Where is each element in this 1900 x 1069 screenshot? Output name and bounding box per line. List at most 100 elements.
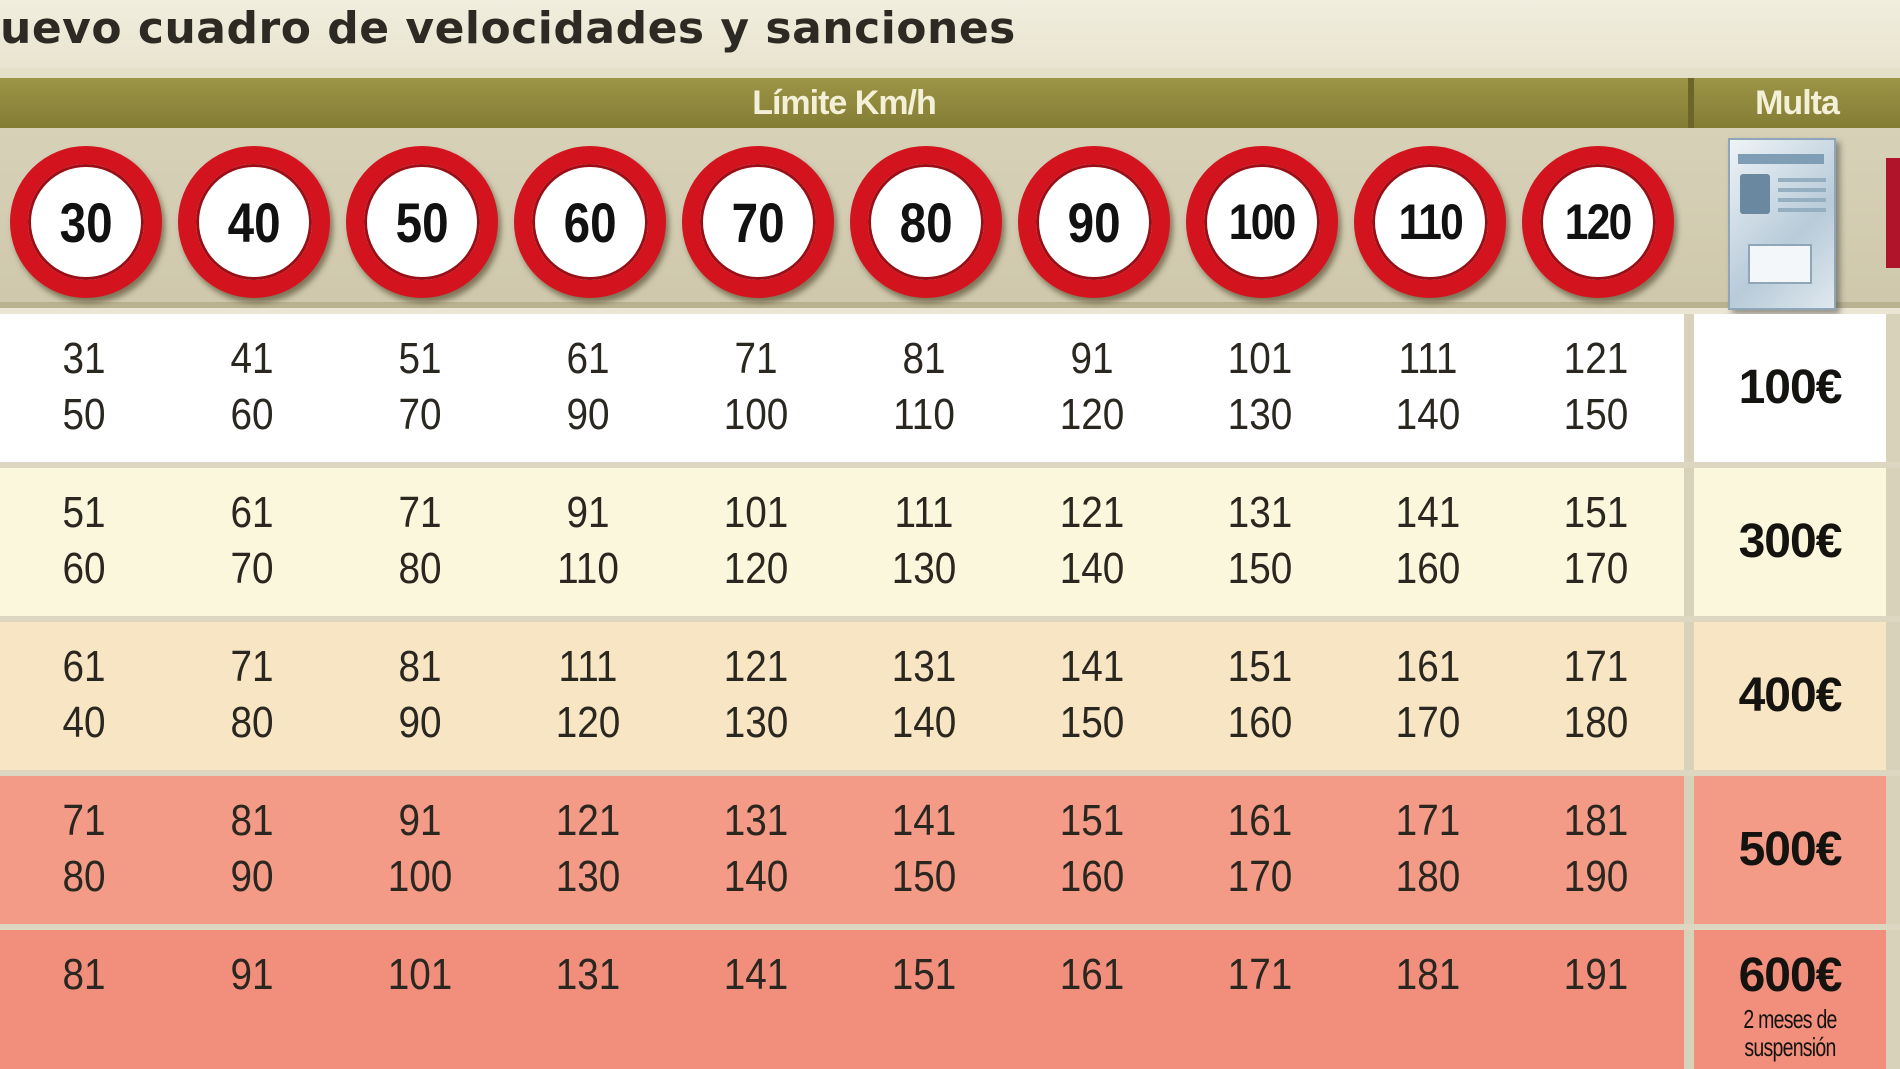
range-to: 70: [398, 390, 442, 439]
range-to: 150: [1563, 390, 1629, 439]
range-to: 70: [230, 544, 274, 593]
column-divider: [1684, 622, 1694, 770]
speed-limit-sign-icon: 120: [1522, 146, 1674, 298]
range-from: 71: [734, 334, 778, 383]
range-to: 180: [1395, 852, 1461, 901]
fine-amount: 500€: [1694, 776, 1886, 924]
range-to: 170: [1395, 698, 1461, 747]
range-to: 80: [62, 852, 106, 901]
speed-range-cell: 181 190: [1512, 776, 1680, 924]
speed-range-cell: 171 180: [1512, 622, 1680, 770]
speed-signs-row: 30 40 50 60 70 80 90 100 110 120: [0, 128, 1900, 310]
range-from: 151: [1059, 796, 1125, 845]
range-from: 141: [723, 950, 789, 999]
speed-limit-sign-icon: 100: [1186, 146, 1338, 298]
range-to: 190: [1563, 852, 1629, 901]
speed-range-cell: 131 150: [1176, 468, 1344, 616]
range-from: 181: [1563, 796, 1629, 845]
speed-range-cell: 81 90: [336, 622, 504, 770]
range-from: 151: [1227, 642, 1293, 691]
speed-range-cell: 121 130: [672, 622, 840, 770]
range-to: 110: [557, 544, 619, 593]
fine-row: 71 80 81 90 91 100 121 130 131 140 141 150 151 160 161…: [0, 776, 1900, 930]
range-from: 171: [1395, 796, 1461, 845]
speed-range-cell: 111 140: [1344, 314, 1512, 462]
range-from: 101: [387, 950, 453, 999]
range-from: 121: [555, 796, 621, 845]
range-from: 121: [1059, 488, 1125, 537]
speed-limit-sign-icon: 30: [10, 146, 162, 298]
limit-header: Límite Km/h: [0, 78, 1688, 128]
column-divider: [1684, 930, 1694, 1069]
edge-divider: [1886, 314, 1900, 462]
edge-divider: [1886, 622, 1900, 770]
speed-range-cell: 151 160: [1176, 622, 1344, 770]
fine-value: 400€: [1738, 669, 1843, 722]
speed-range-cell: 141: [672, 930, 840, 1069]
range-from: 181: [1395, 950, 1461, 999]
range-from: 141: [1395, 488, 1461, 537]
edge-divider: [1886, 468, 1900, 616]
range-to: 140: [1059, 544, 1125, 593]
column-divider: [1684, 314, 1694, 462]
range-from: 111: [1398, 334, 1458, 383]
speed-range-cell: 31 50: [0, 314, 168, 462]
range-from: 91: [230, 950, 274, 999]
range-from: 121: [1563, 334, 1629, 383]
speed-range-cell: 71 100: [672, 314, 840, 462]
range-to: 50: [62, 390, 106, 439]
fine-amount: 300€: [1694, 468, 1886, 616]
range-from: 81: [62, 950, 106, 999]
range-from: 81: [398, 642, 442, 691]
range-to: 60: [230, 390, 274, 439]
range-from: 151: [891, 950, 957, 999]
range-from: 61: [62, 642, 106, 691]
range-to: 160: [1059, 852, 1125, 901]
speed-range-cell: 51 60: [0, 468, 168, 616]
range-from: 111: [558, 642, 618, 691]
speed-limit-value: 120: [1565, 194, 1633, 250]
title-divider: [0, 68, 1900, 78]
fine-amount: 400€: [1694, 622, 1886, 770]
row-divider: [0, 462, 1900, 468]
range-to: 150: [891, 852, 957, 901]
speed-range-cell: 141 160: [1344, 468, 1512, 616]
speed-range-cell: 71 80: [0, 776, 168, 924]
range-to: 150: [1227, 544, 1293, 593]
speed-range-cell: 81 110: [840, 314, 1008, 462]
speed-range-cell: 121 130: [504, 776, 672, 924]
speed-range-cell: 101: [336, 930, 504, 1069]
speed-range-cell: 161 170: [1344, 622, 1512, 770]
speed-range-cell: 81 90: [168, 776, 336, 924]
fine-header: Multa: [1694, 78, 1900, 128]
speed-range-cell: 141 150: [840, 776, 1008, 924]
speed-range-cell: 101 120: [672, 468, 840, 616]
range-from: 161: [1395, 642, 1461, 691]
column-divider: [1684, 776, 1694, 924]
range-from: 141: [1059, 642, 1125, 691]
speed-range-cell: 151 170: [1512, 468, 1680, 616]
range-to: 140: [891, 698, 957, 747]
speed-range-cell: 151: [840, 930, 1008, 1069]
speed-limit-sign-icon: 60: [514, 146, 666, 298]
speed-limit-value: 110: [1398, 194, 1463, 250]
speed-limit-sign-icon: 50: [346, 146, 498, 298]
speed-range-cell: 141 150: [1008, 622, 1176, 770]
fine-value: 600€: [1738, 949, 1843, 1002]
range-from: 31: [62, 334, 106, 383]
range-to: 130: [891, 544, 957, 593]
speed-range-cell: 71 80: [168, 622, 336, 770]
speed-range-cell: 91 120: [1008, 314, 1176, 462]
range-to: 120: [723, 544, 789, 593]
range-to: 120: [555, 698, 621, 747]
range-from: 101: [723, 488, 789, 537]
speed-range-cell: 151 160: [1008, 776, 1176, 924]
speed-range-cell: 171: [1176, 930, 1344, 1069]
speed-range-cell: 71 80: [336, 468, 504, 616]
speed-range-cell: 121 140: [1008, 468, 1176, 616]
speed-range-cell: 61 70: [168, 468, 336, 616]
range-from: 71: [230, 642, 274, 691]
range-to: 170: [1227, 852, 1293, 901]
speed-range-cell: 191: [1512, 930, 1680, 1069]
fine-value: 300€: [1738, 515, 1843, 568]
